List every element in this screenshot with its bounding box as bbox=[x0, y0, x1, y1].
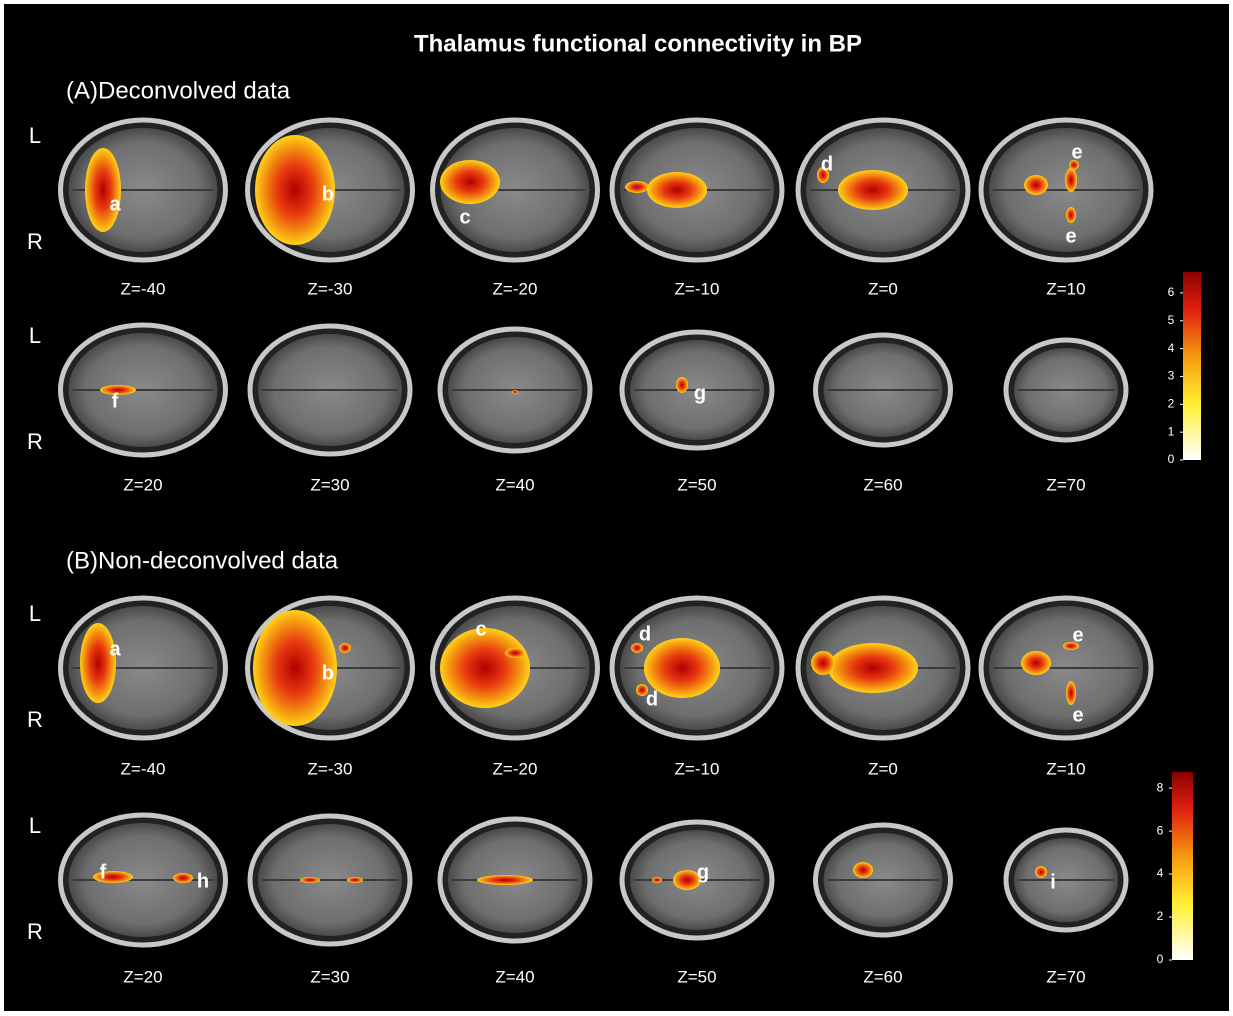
colorbar-tick-label: 0 bbox=[1168, 452, 1175, 466]
slice-z-label: Z=70 bbox=[1046, 967, 1085, 986]
activation-blob bbox=[477, 875, 533, 885]
activation-blob bbox=[1024, 175, 1048, 195]
activation-blob bbox=[339, 643, 351, 653]
region-annotation: f bbox=[112, 390, 119, 412]
slice-z-label: Z=0 bbox=[868, 279, 898, 298]
slice-z-label: Z=-20 bbox=[493, 279, 538, 298]
activation-blob bbox=[676, 377, 688, 393]
panel-label: (A)Deconvolved data bbox=[66, 77, 291, 104]
orientation-label: R bbox=[27, 919, 43, 944]
activation-blob bbox=[828, 643, 918, 693]
activation-blob bbox=[347, 877, 363, 883]
slice-z-label: Z=30 bbox=[310, 967, 349, 986]
slice-z-label: Z=60 bbox=[863, 967, 902, 986]
region-annotation: b bbox=[322, 183, 334, 205]
region-annotation: f bbox=[100, 861, 107, 883]
activation-blob bbox=[300, 877, 320, 883]
colorbar bbox=[1172, 772, 1193, 960]
activation-blob bbox=[652, 877, 662, 883]
activation-blob bbox=[811, 651, 835, 675]
slice-z-label: Z=10 bbox=[1046, 279, 1085, 298]
colorbar-tick-label: 4 bbox=[1168, 341, 1175, 355]
slice-z-label: Z=-10 bbox=[675, 759, 720, 778]
slice-z-label: Z=20 bbox=[123, 967, 162, 986]
region-annotation: h bbox=[197, 870, 209, 892]
orientation-label: R bbox=[27, 707, 43, 732]
activation-blob bbox=[80, 623, 116, 703]
activation-blob bbox=[647, 172, 707, 208]
colorbar-tick-label: 4 bbox=[1157, 866, 1164, 880]
figure: Thalamus functional connectivity in BP (… bbox=[0, 0, 1233, 1016]
colorbar-tick-label: 6 bbox=[1168, 285, 1175, 299]
orientation-label: R bbox=[27, 429, 43, 454]
colorbar-tick-label: 3 bbox=[1168, 369, 1175, 383]
slice-z-label: Z=-40 bbox=[121, 759, 166, 778]
region-annotation: e bbox=[1071, 141, 1082, 163]
activation-blob bbox=[85, 148, 121, 232]
slice-z-label: Z=40 bbox=[495, 967, 534, 986]
activation-blob bbox=[1035, 866, 1047, 878]
colorbar bbox=[1183, 272, 1201, 460]
slice-z-label: Z=60 bbox=[863, 475, 902, 494]
slice-z-label: Z=50 bbox=[677, 967, 716, 986]
slice-z-label: Z=-30 bbox=[308, 279, 353, 298]
region-annotation: c bbox=[475, 618, 486, 640]
region-annotation: e bbox=[1065, 225, 1076, 247]
activation-blob bbox=[1066, 207, 1076, 223]
figure-title: Thalamus functional connectivity in BP bbox=[414, 30, 862, 57]
region-annotation: e bbox=[1072, 624, 1083, 646]
activation-blob bbox=[173, 873, 193, 883]
region-annotation: d bbox=[639, 623, 651, 645]
panel-label: (B)Non-deconvolved data bbox=[66, 547, 339, 574]
region-annotation: d bbox=[821, 153, 833, 175]
slice-z-label: Z=-30 bbox=[308, 759, 353, 778]
slice-z-label: Z=40 bbox=[495, 475, 534, 494]
region-annotation: a bbox=[109, 193, 121, 215]
orientation-label: L bbox=[29, 813, 41, 838]
slice-z-label: Z=10 bbox=[1046, 759, 1085, 778]
orientation-label: L bbox=[29, 323, 41, 348]
region-annotation: g bbox=[697, 861, 709, 883]
activation-blob bbox=[853, 862, 873, 878]
slice-z-label: Z=50 bbox=[677, 475, 716, 494]
activation-blob bbox=[440, 160, 500, 204]
slice-z-label: Z=30 bbox=[310, 475, 349, 494]
orientation-label: L bbox=[29, 123, 41, 148]
activation-blob bbox=[1021, 651, 1051, 675]
region-annotation: a bbox=[109, 638, 121, 660]
region-annotation: e bbox=[1072, 704, 1083, 726]
region-annotation: i bbox=[1050, 871, 1056, 893]
colorbar-tick-label: 0 bbox=[1157, 952, 1164, 966]
orientation-label: R bbox=[27, 229, 43, 254]
colorbar-tick-label: 2 bbox=[1157, 909, 1164, 923]
activation-blob bbox=[1066, 681, 1076, 705]
activation-blob bbox=[512, 390, 518, 394]
activation-blob bbox=[838, 170, 908, 210]
region-annotation: c bbox=[459, 206, 470, 228]
colorbar-tick-label: 6 bbox=[1157, 823, 1164, 837]
region-annotation: b bbox=[322, 662, 334, 684]
slice-z-label: Z=-10 bbox=[675, 279, 720, 298]
orientation-label: L bbox=[29, 601, 41, 626]
slice-z-label: Z=-40 bbox=[121, 279, 166, 298]
slice-z-label: Z=0 bbox=[868, 759, 898, 778]
colorbar-tick-label: 1 bbox=[1168, 424, 1175, 438]
slice-z-label: Z=70 bbox=[1046, 475, 1085, 494]
page: Thalamus functional connectivity in BP (… bbox=[0, 0, 1233, 1016]
slice-z-label: Z=20 bbox=[123, 475, 162, 494]
colorbar-tick-label: 5 bbox=[1168, 313, 1175, 327]
slice-z-label: Z=-20 bbox=[493, 759, 538, 778]
region-annotation: d bbox=[646, 688, 658, 710]
colorbar-tick-label: 8 bbox=[1157, 780, 1164, 794]
activation-blob bbox=[1065, 168, 1077, 192]
activation-blob bbox=[625, 181, 649, 193]
colorbar-tick-label: 2 bbox=[1168, 396, 1175, 410]
activation-blob bbox=[505, 648, 525, 658]
region-annotation: g bbox=[694, 382, 706, 404]
